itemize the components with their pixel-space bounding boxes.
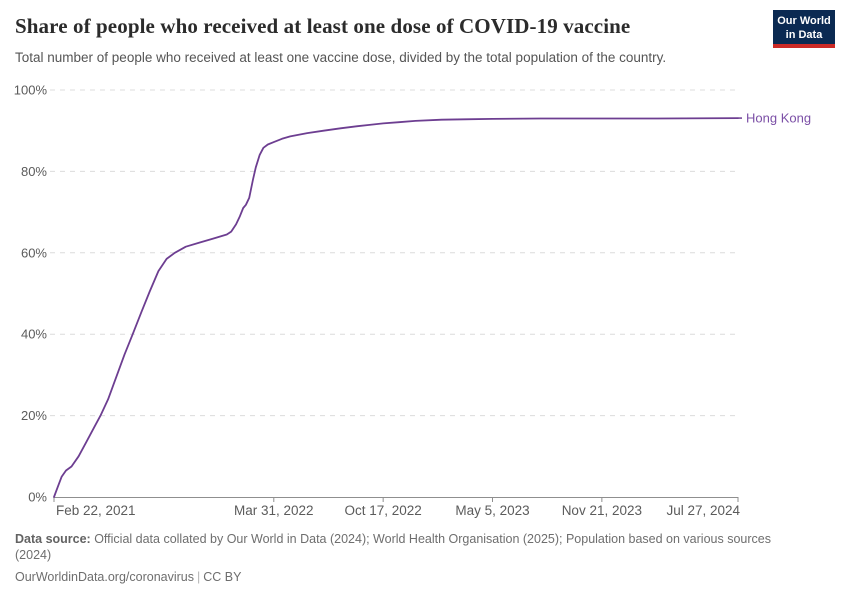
owid-url-link[interactable]: OurWorldinData.org/coronavirus [15, 569, 195, 584]
y-axis-tick-label: 40% [21, 327, 47, 342]
data-source-note: Data source: Official data collated by O… [15, 531, 805, 564]
license-link[interactable]: CC BY [203, 569, 242, 584]
x-axis-tick-label: Jul 27, 2024 [666, 503, 740, 518]
chart-subtitle: Total number of people who received at l… [15, 50, 667, 65]
y-axis-tick-label: 80% [21, 164, 47, 179]
series-line-hong-kong[interactable] [53, 117, 739, 498]
x-axis-tick-label: Mar 31, 2022 [234, 503, 314, 518]
owid-logo: Our World in Data [773, 10, 835, 48]
owid-logo-line1: Our World [777, 15, 831, 27]
y-axis-tick-label: 100% [14, 83, 48, 98]
y-axis-tick-label: 20% [21, 408, 47, 423]
x-axis-tick-label: Nov 21, 2023 [562, 503, 642, 518]
x-axis-tick-label: Oct 17, 2022 [344, 503, 421, 518]
chart-title: Share of people who received at least on… [15, 14, 631, 38]
footer-separator: | [197, 569, 201, 584]
footer-links: OurWorldinData.org/coronavirus | CC BY [15, 569, 805, 585]
data-source-text: Official data collated by Our World in D… [15, 532, 771, 563]
y-axis-tick-label: 0% [28, 490, 47, 505]
series-end-label[interactable]: Hong Kong [746, 111, 811, 126]
data-source-label: Data source: [15, 532, 91, 546]
chart-footer: Data source: Official data collated by O… [15, 531, 805, 585]
owid-logo-line2: in Data [785, 29, 823, 42]
y-axis-tick-label: 60% [21, 245, 47, 260]
x-axis-tick-label: May 5, 2023 [455, 503, 529, 518]
x-axis-tick-label: Feb 22, 2021 [56, 503, 136, 518]
